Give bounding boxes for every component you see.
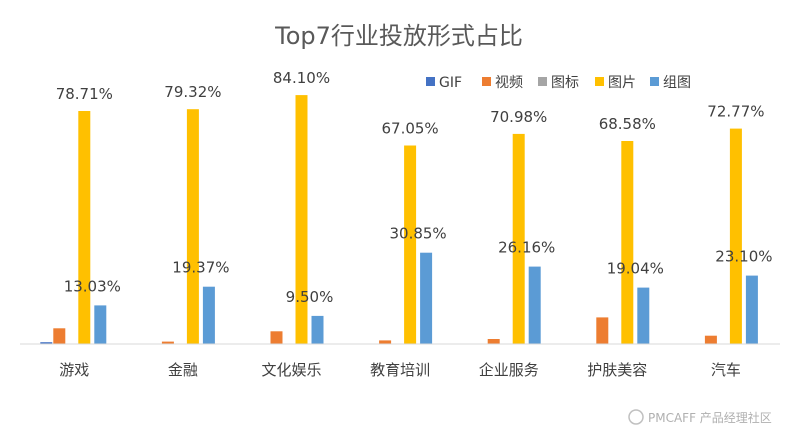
data-label-组图-游戏: 13.03% bbox=[64, 277, 121, 295]
data-label-组图-护肤美容: 19.04% bbox=[607, 260, 664, 278]
bar-组图-金融 bbox=[202, 286, 215, 344]
data-label-图片-护肤美容: 68.58% bbox=[599, 115, 656, 133]
bar-视频-汽车 bbox=[704, 335, 717, 344]
data-label-组图-汽车: 23.10% bbox=[715, 248, 772, 266]
data-label-组图-企业服务: 26.16% bbox=[498, 239, 555, 257]
legend-swatch-视频 bbox=[482, 77, 491, 86]
bar-图片-护肤美容 bbox=[621, 141, 634, 344]
watermark-logo bbox=[628, 409, 644, 425]
legend-label-组图: 组图 bbox=[663, 75, 691, 91]
bar-图片-文化娱乐 bbox=[295, 95, 308, 344]
data-label-组图-金融: 19.37% bbox=[172, 259, 229, 277]
legend-swatch-图标 bbox=[538, 77, 547, 86]
category-label-金融: 金融 bbox=[168, 361, 198, 379]
category-label-教育培训: 教育培训 bbox=[370, 361, 430, 379]
category-labels: 游戏 金融 文化娱乐 教育培训 企业服务 护肤美容 汽车 bbox=[59, 361, 741, 379]
category-label-游戏: 游戏 bbox=[59, 361, 89, 379]
category-label-文化娱乐: 文化娱乐 bbox=[261, 361, 321, 379]
data-label-图片-汽车: 72.77% bbox=[707, 103, 764, 121]
bars bbox=[40, 95, 758, 344]
watermark: PMCAFF 产品经理社区 bbox=[648, 410, 772, 425]
bar-视频-文化娱乐 bbox=[270, 331, 283, 344]
chart-title: Top7行业投放形式占比 bbox=[274, 22, 523, 50]
data-label-组图-教育培训: 30.85% bbox=[389, 225, 446, 243]
bar-视频-游戏 bbox=[53, 328, 66, 344]
legend-label-图标: 图标 bbox=[551, 75, 579, 91]
legend-swatch-组图 bbox=[650, 77, 659, 86]
category-label-汽车: 汽车 bbox=[711, 361, 741, 379]
bar-图片-企业服务 bbox=[512, 133, 525, 344]
bar-组图-教育培训 bbox=[420, 252, 433, 344]
data-label-图片-文化娱乐: 84.10% bbox=[273, 69, 330, 87]
bar-组图-护肤美容 bbox=[637, 287, 650, 344]
legend-swatch-图片 bbox=[595, 77, 604, 86]
bar-视频-企业服务 bbox=[487, 339, 500, 344]
bar-组图-文化娱乐 bbox=[311, 315, 324, 344]
legend-label-视频: 视频 bbox=[495, 75, 523, 91]
category-label-护肤美容: 护肤美容 bbox=[587, 361, 647, 379]
bar-组图-游戏 bbox=[94, 305, 107, 344]
bar-组图-企业服务 bbox=[528, 266, 541, 344]
bar-视频-金融 bbox=[161, 341, 174, 344]
data-labels: 78.71% 13.03% 79.32% 19.37% 84.10% 9.50% 67.05… bbox=[56, 69, 773, 306]
bar-图片-汽车 bbox=[729, 128, 742, 344]
category-label-企业服务: 企业服务 bbox=[479, 361, 539, 379]
legend-label-GIF: GIF bbox=[439, 75, 462, 91]
bar-图片-教育培训 bbox=[404, 145, 417, 344]
legend: GIF 视频 图标 图片 组图 bbox=[426, 75, 691, 91]
bar-组图-汽车 bbox=[745, 275, 758, 344]
data-label-图片-金融: 79.32% bbox=[164, 83, 221, 101]
legend-label-图片: 图片 bbox=[608, 75, 636, 91]
data-label-图片-企业服务: 70.98% bbox=[490, 108, 547, 126]
bar-图片-游戏 bbox=[78, 111, 91, 344]
data-label-图片-游戏: 78.71% bbox=[56, 85, 113, 103]
data-label-图片-教育培训: 67.05% bbox=[381, 120, 438, 138]
legend-swatch-GIF bbox=[426, 77, 435, 86]
bar-GIF-游戏 bbox=[40, 342, 53, 344]
bar-视频-教育培训 bbox=[379, 340, 392, 344]
watermark-group: PMCAFF 产品经理社区 bbox=[628, 409, 772, 425]
bar-图片-金融 bbox=[186, 109, 199, 344]
data-label-组图-文化娱乐: 9.50% bbox=[286, 288, 334, 306]
bar-视频-护肤美容 bbox=[596, 317, 609, 344]
